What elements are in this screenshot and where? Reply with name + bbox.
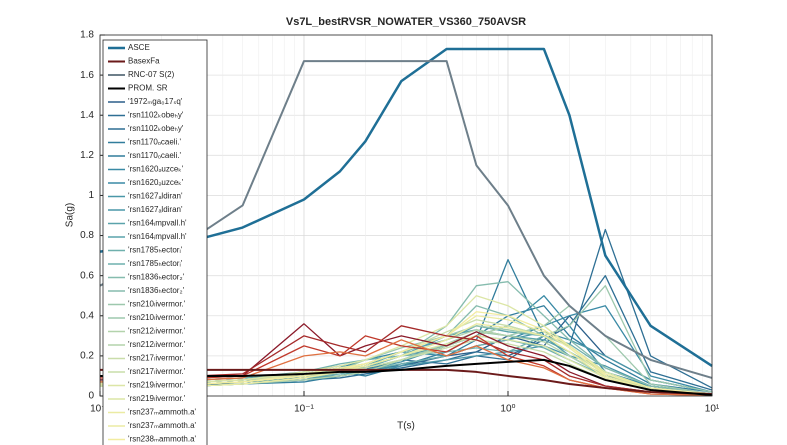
legend-label: 'rsn1170ₒcaeli.': [128, 138, 182, 147]
legend-label: BasexFa: [128, 57, 160, 66]
legend-label: 'rsn164ᵢmpvall.h': [128, 219, 187, 228]
y-tick-label: 1.6: [80, 70, 94, 81]
legend-label: 'rsn1620ₔuzceₖ': [128, 178, 184, 187]
series-line: [99, 47, 713, 367]
legend-label: 'rsn1785ₕectorᵢ': [128, 259, 183, 268]
legend-label: ASCE: [128, 43, 150, 52]
axes-box: [99, 34, 713, 397]
legend-label: 'rsn219ₗivermor.': [128, 381, 186, 390]
legend-label: RNC-07 S(2): [128, 70, 175, 79]
legend-label: 'rsn1836ₕector₂': [128, 286, 185, 295]
legend-label: 'rsn1170ₒcaeli.': [128, 151, 182, 160]
y-tick-label: 0: [88, 391, 94, 402]
y-tick-label: 1.8: [80, 30, 94, 41]
y-tick-label: 0.4: [80, 310, 94, 321]
legend-label: 'rsn217ₗivermor.': [128, 354, 186, 363]
chart-title: Vs7L_bestRVSR_NOWATER_VS360_750AVSR: [286, 16, 526, 28]
y-tick-label: 0.2: [80, 351, 94, 362]
legend-box: [102, 39, 208, 445]
legend-label: 'rsn1102ₖobeₕy': [128, 124, 184, 133]
x-tick-label: 10⁰: [500, 404, 515, 415]
legend-label: 'rsn238ₘammoth.a': [128, 435, 197, 444]
legend-label: 'rsn1836ₕector₂': [128, 273, 185, 282]
legend-label: 'rsn219ₗivermor.': [128, 394, 186, 403]
y-tick-label: 1.4: [80, 110, 94, 121]
series-line: [100, 323, 713, 395]
legend-label: '1972ₘga₀17ₛq': [128, 97, 183, 106]
legend-label: 'rsn164ᵢmpvall.h': [128, 232, 187, 241]
series-line: [99, 60, 713, 379]
series-line: [99, 323, 713, 396]
legend-label: 'rsn237ₘammoth.a': [128, 408, 197, 417]
y-axis-label: Sa(g): [65, 203, 76, 227]
y-tick-label: 1: [88, 190, 94, 201]
legend-label: 'rsn1102ₖobeₕy': [128, 111, 184, 120]
legend-label: 'rsn212ₗivermor.': [128, 340, 186, 349]
legend-label: 'rsn212ₗivermor.': [128, 327, 186, 336]
series-line: [100, 368, 713, 395]
legend-label: 'rsn1627ₐldiran': [128, 205, 183, 214]
legend-label: 'rsn1785ₕectorᵢ': [128, 246, 183, 255]
legend-label: 'rsn237ₘammoth.a': [128, 421, 197, 430]
x-axis-label: T(s): [397, 421, 415, 432]
y-tick-label: 0.6: [80, 270, 94, 281]
x-tick-label: 10⁻¹: [294, 404, 314, 415]
series-line: [100, 358, 713, 396]
y-tick-label: 1.2: [80, 150, 94, 161]
legend-label: PROM. SR: [128, 84, 168, 93]
series-line: [100, 325, 713, 396]
y-tick-label: 0.8: [80, 230, 94, 241]
legend-label: 'rsn1627ₐldiran': [128, 192, 183, 201]
series-line: [100, 295, 713, 395]
legend-label: 'rsn210ₗivermor.': [128, 313, 186, 322]
legend-label: 'rsn210ₗivermor.': [128, 300, 186, 309]
x-tick-label: 10⁻²: [90, 404, 110, 415]
x-tick-label: 10¹: [705, 404, 720, 415]
legend-label: 'rsn1620ₔuzceₖ': [128, 165, 184, 174]
legend-label: 'rsn217ₗivermor.': [128, 367, 186, 376]
